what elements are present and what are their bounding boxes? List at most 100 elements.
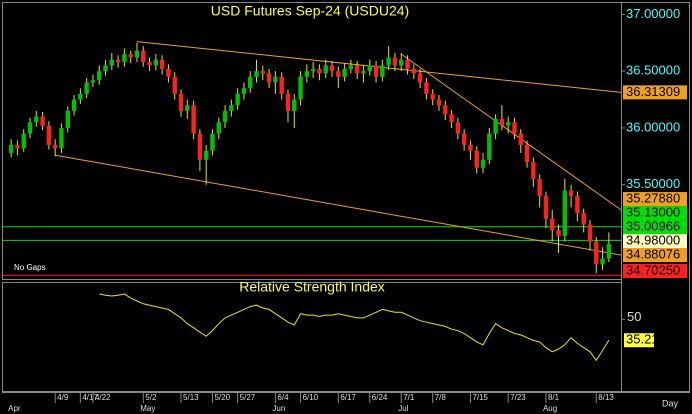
- trend-line: [400, 53, 622, 211]
- rsi-value-box: [624, 333, 654, 348]
- candle-body: [40, 116, 45, 126]
- candle-body: [568, 190, 574, 197]
- candle-body: [210, 133, 215, 151]
- rsi-tick-label: 50: [627, 309, 641, 324]
- candle-body: [103, 65, 108, 72]
- candle-body: [273, 76, 278, 83]
- candle-body: [122, 54, 127, 63]
- candle-body: [392, 57, 398, 66]
- candle-body: [386, 57, 391, 66]
- candle-body: [430, 93, 435, 100]
- candle-body: [581, 213, 586, 225]
- x-tick-label: 8/13: [598, 393, 614, 402]
- x-tick-label: 4/22: [95, 393, 111, 402]
- chart-title: USD Futures Sep-24 (USDU24): [211, 3, 409, 19]
- candle-body: [411, 68, 417, 74]
- candle-body: [556, 230, 561, 236]
- x-tick-label: 5/20: [214, 393, 230, 402]
- x-tick-label: 4/9: [57, 393, 69, 402]
- y-tick-label: 37.00000: [626, 6, 680, 21]
- level-label: 35.27880: [626, 190, 680, 205]
- level-box: [623, 192, 687, 207]
- level-box: [623, 206, 687, 221]
- candle-body: [172, 76, 177, 94]
- y-tick-label: 35.50000: [626, 176, 680, 191]
- candle-body: [8, 144, 14, 153]
- candle-body: [443, 105, 448, 115]
- candle-body: [550, 218, 555, 231]
- candle-body: [229, 105, 234, 111]
- candle-body: [241, 88, 247, 94]
- candle-body: [279, 76, 284, 94]
- candle-body: [260, 71, 266, 74]
- month-label: Jun: [272, 404, 285, 413]
- candle-body: [480, 159, 486, 168]
- candle-body: [185, 105, 190, 111]
- candle-body: [203, 150, 209, 160]
- candle-body: [222, 110, 228, 123]
- level-box: [623, 220, 687, 235]
- candle-body: [380, 65, 385, 77]
- candle-body: [115, 59, 121, 63]
- candle-body: [575, 196, 580, 214]
- candle-body: [323, 65, 328, 74]
- candle-body: [78, 93, 83, 100]
- candle-body: [461, 133, 467, 145]
- candle-body: [512, 122, 517, 134]
- candle-body: [537, 179, 542, 197]
- candle-body: [34, 116, 39, 123]
- x-tick-label: 6/24: [372, 393, 388, 402]
- candle-body: [84, 82, 89, 94]
- candle-body: [424, 82, 429, 94]
- level-box: [623, 85, 687, 100]
- candle-body: [449, 114, 454, 123]
- x-tick-label: 5/27: [240, 393, 256, 402]
- rsi-title: Relative Strength Index: [239, 279, 385, 295]
- candle-body: [59, 127, 64, 149]
- candle-body: [342, 68, 347, 77]
- candle-body: [109, 59, 115, 66]
- candle-body: [147, 62, 152, 66]
- candle-body: [594, 241, 599, 265]
- candle-body: [531, 162, 536, 180]
- candle-body: [417, 73, 423, 83]
- x-unit-label: Day: [662, 398, 679, 408]
- candle-body: [128, 54, 133, 58]
- candle-body: [524, 144, 530, 163]
- candle-body: [27, 122, 33, 134]
- rsi-line: [99, 293, 610, 362]
- candle-body: [373, 65, 379, 77]
- candle-body: [178, 93, 184, 111]
- candle-body: [310, 68, 316, 72]
- candle-body: [298, 76, 303, 100]
- x-tick-label: 4/17: [82, 393, 98, 402]
- candle-body: [235, 93, 240, 106]
- candle-body: [600, 258, 605, 265]
- x-tick-label: 6/10: [303, 393, 319, 402]
- candle-body: [166, 68, 171, 77]
- candle-body: [21, 133, 26, 149]
- level-label: 34.70250: [626, 262, 680, 277]
- candle-body: [543, 196, 549, 219]
- candle-body: [46, 125, 52, 145]
- candle-body: [354, 65, 360, 74]
- candle-body: [493, 118, 498, 134]
- candle-body: [455, 122, 461, 134]
- candle-body: [266, 73, 272, 83]
- candle-body: [15, 144, 20, 149]
- month-label: Apr: [8, 404, 21, 413]
- candle-body: [292, 99, 297, 111]
- month-label: May: [140, 404, 155, 413]
- candle-body: [153, 59, 159, 66]
- candle-body: [361, 71, 366, 74]
- y-tick-label: 36.50000: [626, 63, 680, 78]
- candle-body: [587, 224, 593, 242]
- month-label: Jul: [398, 404, 408, 413]
- x-tick-label: 5/2: [145, 393, 157, 402]
- candle-body: [134, 50, 140, 58]
- candle-body: [216, 122, 221, 134]
- candle-body: [248, 76, 253, 89]
- candle-body: [65, 110, 70, 128]
- trend-line: [136, 41, 622, 93]
- x-tick-label: 8/1: [548, 393, 560, 402]
